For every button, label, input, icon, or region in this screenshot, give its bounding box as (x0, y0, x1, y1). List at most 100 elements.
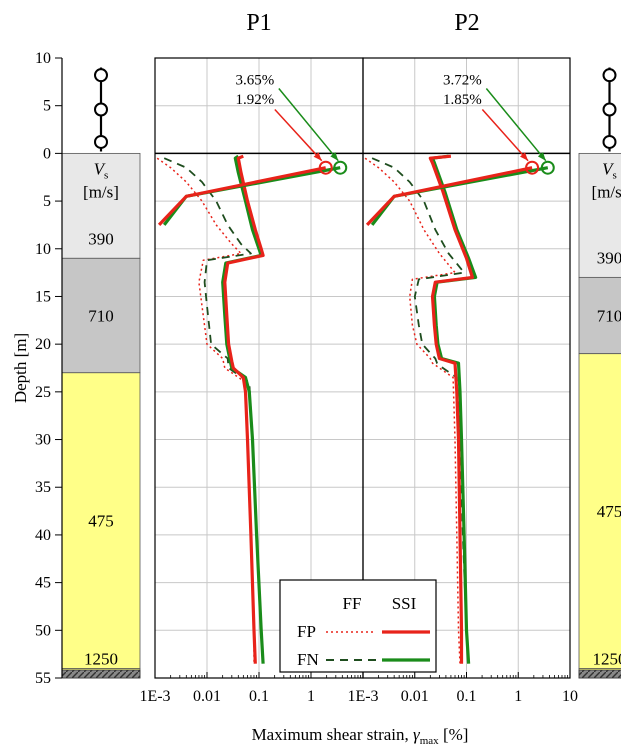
x-axis-label-main: Maximum shear strain, (252, 725, 413, 744)
panel-title-p1: P1 (246, 10, 271, 36)
ytick-label-4: 10 (35, 241, 51, 258)
panel-title-p2: P2 (454, 10, 479, 36)
vs-sub: s (104, 169, 108, 181)
xtick-label-p1-3: 1 (307, 688, 315, 705)
structure-node-1 (602, 102, 617, 117)
peak-marker-ssi-p2 (540, 160, 555, 175)
annotation-ssi-p2: 3.72% (443, 73, 482, 89)
soil-layer-label-0: 390 (88, 229, 114, 248)
vs-header: Vs (602, 159, 617, 181)
x-tick-labels: 1E-3 0.01 0.1 1 1E-3 0.01 0.1 1 10 (139, 688, 578, 705)
legend-col-ff: FF (343, 594, 362, 613)
structure-node-1 (94, 102, 108, 117)
ytick-label-2: 0 (43, 145, 51, 162)
vs-unit: [m/s] (83, 182, 119, 201)
xtick-label-p2-1: 0.01 (401, 688, 429, 705)
soil-layer-label-2: 475 (597, 502, 621, 521)
ytick-label-5: 15 (35, 288, 51, 305)
series-fn-ssi-p1 (221, 154, 265, 664)
vs-symbol: V (94, 159, 107, 178)
xtick-label-p2-0: 1E-3 (347, 688, 378, 705)
structure-node-0 (94, 68, 108, 83)
panel-p2-lines (364, 154, 555, 664)
structure-node-0 (602, 68, 617, 83)
ytick-label-7: 25 (35, 384, 51, 401)
ytick-label-13: 55 (35, 670, 51, 687)
series-fp-ff-p1 (156, 157, 255, 664)
peak-marker-ssi-p1 (333, 160, 348, 175)
vs-header: Vs (94, 159, 109, 181)
soil-layer-label-1: 710 (597, 307, 621, 326)
vs-unit: [m/s] (592, 182, 621, 201)
xtick-label-p2-2: 0.1 (457, 688, 477, 705)
series-fp-ff-p2 (364, 157, 461, 664)
ytick-label-12: 50 (35, 622, 51, 639)
ytick-label-9: 35 (35, 479, 51, 496)
vs-symbol: V (602, 159, 615, 178)
annotation-ff-arrow-p2-head (520, 152, 529, 161)
ytick-label-11: 45 (35, 575, 51, 592)
annotation-ssi-p1: 3.65% (235, 73, 274, 89)
soil-profile-right: 390 710 475 1250 Vs[m/s] (578, 67, 621, 679)
legend-row-fp: FP (297, 622, 316, 641)
structure-ff-p2 (365, 166, 533, 227)
annotation-ssi-arrow-p2-head (537, 152, 546, 161)
xtick-label-p1-2: 0.1 (249, 688, 269, 705)
xtick-label-p1-1: 0.01 (193, 688, 221, 705)
annotation-ff-arrow-p1-shaft (274, 109, 323, 162)
soil-layer-label-2: 475 (88, 512, 114, 531)
legend: FF SSI FP FN (279, 579, 437, 673)
annotation-ssi-arrow-p2-shaft (485, 88, 547, 162)
soil-profile-left: 390 710 475 1250 Vs[m/s] (61, 67, 141, 679)
vs-sub: s (613, 169, 617, 181)
soil-layer-1 (578, 276, 621, 355)
legend-row-fn: FN (297, 650, 319, 669)
annotation-ff-p2: 1.85% (443, 92, 482, 108)
axes (55, 57, 571, 679)
peak-marker-ff-p1 (318, 160, 333, 175)
x-axis-label-symbol: γ (413, 725, 421, 744)
soil-layer-label-3: 1250 (84, 649, 118, 668)
legend-box (279, 579, 437, 673)
x-axis-label-sub: max (420, 735, 439, 747)
soil-layer-0 (61, 152, 141, 259)
soil-layer-label-3: 1250 (593, 649, 621, 668)
soil-layer-label-0: 390 (597, 248, 621, 267)
xtick-label-p2-3: 1 (514, 688, 522, 705)
panel-p1-lines (156, 154, 348, 664)
annotation-ff-p1: 1.92% (235, 92, 274, 108)
strain-profiles (156, 154, 555, 664)
ytick-label-6: 20 (35, 336, 51, 353)
series-fn-ff-p1 (163, 157, 264, 664)
structure-node-2 (602, 134, 617, 149)
annotation-ff-arrow-p1-head (313, 152, 322, 161)
series-fn-ff-p2 (371, 157, 470, 664)
series-fn-ssi-p2 (430, 154, 478, 664)
structure-ff-p1 (157, 166, 327, 227)
x-axis-label-unit: [%] (439, 725, 469, 744)
ytick-label-0: 10 (35, 50, 51, 67)
peak-annotations: 3.65% 1.92% 3.72% 1.85% (235, 73, 547, 162)
annotation-ssi-arrow-p1-head (330, 152, 339, 161)
legend-col-ssi: SSI (392, 594, 417, 613)
ytick-label-8: 30 (35, 432, 51, 449)
soil-layer-2 (61, 372, 141, 669)
ytick-label-3: 5 (43, 193, 51, 210)
ytick-label-1: 5 (43, 98, 51, 115)
structure-node-2 (94, 134, 108, 149)
y-axis-label: Depth [m] (11, 333, 30, 403)
xtick-label-p1-0: 1E-3 (139, 688, 170, 705)
bedrock-hatch (61, 669, 141, 679)
soil-layer-2 (578, 353, 621, 669)
soil-layer-label-1: 710 (88, 307, 114, 326)
x-axis-label: Maximum shear strain, γmax [%] (252, 725, 469, 747)
peak-marker-ff-p2 (525, 160, 540, 175)
xtick-label-p2-4: 10 (562, 688, 578, 705)
annotation-ff-arrow-p2-shaft (481, 109, 529, 162)
soil-layer-1 (61, 257, 141, 374)
ytick-label-10: 40 (35, 527, 51, 544)
annotation-ssi-arrow-p1-shaft (278, 88, 339, 162)
bedrock-hatch (578, 669, 621, 679)
